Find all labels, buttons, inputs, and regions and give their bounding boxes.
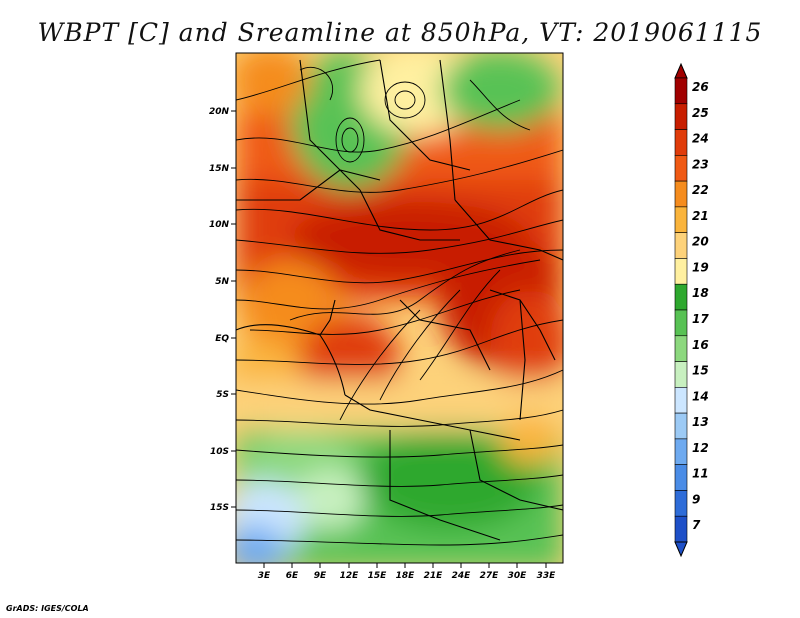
- colorbar-top-arrow: [674, 62, 688, 79]
- lon-tick-label: 12E: [340, 571, 360, 581]
- colorbar-swatch: [674, 309, 688, 337]
- colorbar-swatch: [674, 103, 688, 130]
- colorbar-label: 25: [692, 106, 709, 120]
- lon-tick-label: 6E: [286, 571, 299, 581]
- streamlines: [236, 59, 563, 546]
- colorbar-swatch: [674, 206, 688, 233]
- colorbar-swatch: [674, 77, 688, 105]
- colorbar-swatch: [674, 180, 688, 208]
- colorbar-label: 19: [692, 260, 709, 274]
- lon-ticks: [263, 563, 547, 568]
- colorbar-label: 20: [692, 235, 709, 249]
- lat-tick-label: 10S: [210, 447, 229, 457]
- colorbar-label: 18: [692, 286, 709, 300]
- colorbar-label: 11: [692, 467, 709, 481]
- lat-tick-label: 5S: [216, 390, 229, 400]
- colorbar-label: 24: [692, 132, 709, 146]
- colorbar-swatch: [674, 412, 688, 440]
- colorbar-swatch: [674, 515, 688, 543]
- colorbar-swatch: [674, 438, 688, 465]
- colorbar-swatch: [674, 129, 688, 156]
- colorbar-label: 12: [692, 441, 709, 455]
- colorbar-swatch: [674, 490, 688, 517]
- lat-tick-label: 20N: [209, 107, 230, 117]
- colorbar-swatch: [674, 155, 688, 182]
- lon-tick-label: 18E: [396, 571, 416, 581]
- colorbar-label: 7: [692, 518, 701, 532]
- colorbar-label: 15: [692, 364, 709, 378]
- colorbar-label: 17: [692, 312, 709, 326]
- colorbar-swatch: [674, 335, 688, 362]
- lat-tick-label: 10N: [209, 220, 230, 230]
- map-frame: [235, 52, 564, 564]
- lon-tick-label: 3E: [258, 571, 271, 581]
- lon-tick-label: 15E: [368, 571, 388, 581]
- colorbar-label: 9: [692, 492, 700, 506]
- lat-tick-label: EQ: [215, 334, 229, 344]
- lon-tick-label: 24E: [452, 571, 472, 581]
- lat-ticks: [231, 110, 236, 508]
- colorbar: 26 25 24 23 22 21 20 19 18 17 16 15 14 13 12 11 9 7: [674, 62, 709, 558]
- colorbar-swatch: [674, 361, 688, 388]
- colorbar-label: 13: [692, 415, 709, 429]
- colorbar-swatch: [674, 387, 688, 414]
- colorbar-label: 16: [692, 338, 709, 352]
- wbpt-shading: [236, 53, 563, 563]
- colorbar-swatch: [674, 464, 688, 491]
- colorbar-label: 23: [692, 157, 709, 171]
- colorbar-label: 14: [692, 389, 709, 403]
- colorbar-label: 22: [692, 183, 709, 197]
- grads-credit: GrADS: IGES/COLA: [6, 604, 89, 613]
- colorbar-swatch: [674, 258, 688, 285]
- lat-tick-label: 15S: [210, 503, 229, 513]
- colorbar-bottom-arrow: [674, 541, 688, 558]
- map-title: WBPT [C] and Sreamline at 850hPa, VT: 20…: [37, 18, 763, 47]
- colorbar-label: 26: [692, 80, 709, 94]
- lon-tick-label: 21E: [424, 571, 444, 581]
- lat-tick-label: 15N: [209, 164, 230, 174]
- colorbar-swatch: [674, 283, 688, 311]
- country-borders: [236, 59, 563, 541]
- colorbar-label: 21: [692, 209, 709, 223]
- lat-tick-label: 5N: [215, 277, 229, 287]
- lon-tick-label: 33E: [537, 571, 557, 581]
- lon-tick-label: 9E: [314, 571, 327, 581]
- colorbar-swatch: [674, 232, 688, 259]
- lon-tick-label: 27E: [480, 571, 500, 581]
- lon-tick-label: 30E: [508, 571, 528, 581]
